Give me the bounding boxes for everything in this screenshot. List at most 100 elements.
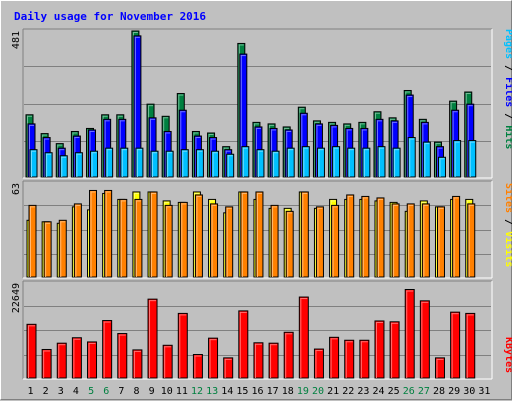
- bar-pages: [392, 147, 401, 178]
- x-tick-label: 18: [282, 386, 294, 397]
- bar-pages: [286, 147, 295, 178]
- bar-sites: [436, 206, 445, 278]
- bar-sites: [285, 210, 294, 278]
- x-tick-label: 14: [221, 386, 233, 397]
- bar-sites: [104, 189, 113, 278]
- x-tick-label: 29: [448, 386, 460, 397]
- bar-kbytes: [344, 339, 355, 379]
- bar-sites: [346, 194, 355, 278]
- bar-pages: [437, 156, 446, 178]
- bar-pages: [120, 147, 129, 178]
- x-tick-label: 15: [236, 386, 248, 397]
- legend-pages-files-hits: Pages / Files / Hits: [503, 29, 512, 149]
- legend-sep: /: [503, 59, 512, 77]
- bar-sites: [58, 219, 67, 278]
- bar-pages: [150, 150, 159, 178]
- bar-pages: [59, 155, 68, 178]
- x-tick-label: 17: [267, 386, 279, 397]
- bar-kbytes: [238, 310, 249, 379]
- x-tick-label: 12: [191, 386, 203, 397]
- bar-sites: [315, 206, 324, 278]
- bar-pages: [44, 152, 53, 178]
- bar-pages: [211, 150, 220, 178]
- bar-pages: [90, 150, 99, 178]
- x-tick-label: 9: [149, 386, 155, 397]
- bar-sites: [210, 203, 219, 278]
- legend-sep: /: [503, 107, 512, 125]
- bar-kbytes: [71, 337, 82, 379]
- bar-sites: [406, 203, 415, 278]
- bar-kbytes: [313, 348, 324, 379]
- x-tick-label: 22: [342, 386, 354, 397]
- bar-kbytes: [465, 312, 476, 379]
- bar-kbytes: [87, 341, 98, 379]
- x-tick-label: 26: [403, 386, 415, 397]
- bar-kbytes: [283, 331, 294, 379]
- bar-kbytes: [192, 354, 203, 379]
- bar-pages: [271, 150, 280, 178]
- bar-kbytes: [434, 357, 445, 379]
- bar-sites: [467, 203, 476, 278]
- bar-pages: [377, 146, 386, 178]
- legend-visits: Visits: [503, 231, 512, 267]
- legend-kbytes-label: KBytes: [503, 337, 512, 373]
- x-tick-label: 1: [28, 386, 34, 397]
- bar-sites: [255, 191, 264, 278]
- bar-sites: [73, 203, 82, 278]
- x-tick-label: 25: [388, 386, 400, 397]
- bar-pages: [316, 147, 325, 178]
- bars: [25, 30, 477, 379]
- bar-sites: [391, 203, 400, 278]
- bar-pages: [29, 149, 38, 178]
- x-tick-label: 28: [433, 386, 445, 397]
- bar-pages: [407, 137, 416, 178]
- x-tick-label: 21: [327, 386, 339, 397]
- bar-sites: [240, 191, 249, 278]
- bar-pages: [453, 140, 462, 178]
- bar-pages: [422, 141, 431, 178]
- bar-pages: [468, 140, 477, 178]
- x-tick-label: 19: [297, 386, 309, 397]
- bar-sites: [421, 203, 430, 278]
- bar-sites: [225, 206, 234, 278]
- bar-sites: [452, 195, 461, 278]
- bar-pages: [135, 147, 144, 178]
- bar-sites: [28, 204, 37, 278]
- bar-kbytes: [253, 342, 264, 379]
- x-tick-label: 31: [478, 386, 490, 397]
- bar-kbytes: [450, 311, 461, 379]
- bar-pages: [180, 149, 189, 178]
- bar-pages: [347, 147, 356, 178]
- legend-sites-visits: Sites / Visits: [503, 183, 512, 267]
- bar-kbytes: [102, 320, 113, 379]
- x-tick-label: 16: [251, 386, 263, 397]
- bar-sites: [134, 198, 143, 278]
- bar-kbytes: [117, 333, 128, 379]
- panel-hits-ymax: 481: [11, 31, 22, 49]
- x-tick-label: 7: [118, 386, 124, 397]
- bar-kbytes: [162, 344, 173, 379]
- x-tick-label: 27: [418, 386, 430, 397]
- bar-sites: [270, 204, 279, 278]
- bar-kbytes: [177, 312, 188, 379]
- bar-kbytes: [147, 298, 158, 379]
- bar-kbytes: [329, 336, 340, 379]
- x-tick-label: 10: [161, 386, 173, 397]
- panel-kbytes-ymax: 22649: [11, 283, 22, 313]
- bar-kbytes: [298, 296, 309, 379]
- legend-kbytes: KBytes: [503, 337, 512, 373]
- x-tick-label: 4: [73, 386, 79, 397]
- bar-sites: [194, 194, 203, 278]
- bar-kbytes: [419, 300, 430, 379]
- x-tick-label: 20: [312, 386, 324, 397]
- bar-kbytes: [404, 288, 415, 379]
- bar-sites: [376, 197, 385, 278]
- legend-files: Files: [503, 77, 512, 107]
- legend-hits: Hits: [503, 125, 512, 149]
- x-tick-label: 11: [176, 386, 188, 397]
- bar-pages: [362, 147, 371, 178]
- x-tick-label: 23: [357, 386, 369, 397]
- bar-sites: [149, 191, 158, 278]
- bar-pages: [226, 153, 235, 178]
